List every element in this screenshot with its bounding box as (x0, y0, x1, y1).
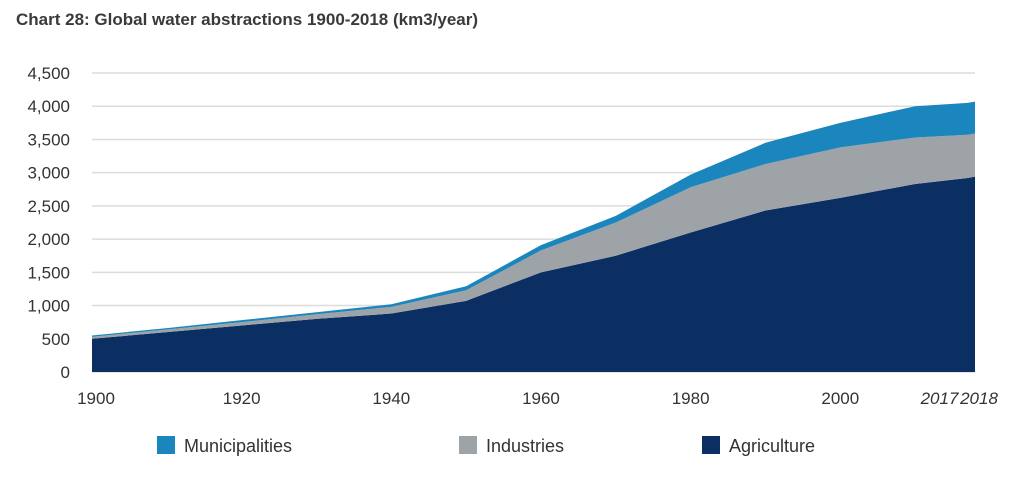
legend-swatch-agriculture (702, 436, 720, 454)
area-industries (92, 133, 975, 339)
area-municipalities (92, 101, 975, 337)
legend-label-agriculture: Agriculture (729, 436, 815, 456)
y-tick-label: 2,500 (27, 197, 70, 216)
legend-label-municipalities: Municipalities (184, 436, 292, 456)
x-tick-label: 1980 (672, 389, 710, 408)
x-tick-label: 2000 (821, 389, 859, 408)
y-tick-label: 4,000 (27, 97, 70, 116)
y-tick-label: 0 (61, 363, 70, 382)
chart-title: Chart 28: Global water abstractions 1900… (16, 10, 479, 29)
legend-swatch-municipalities (157, 436, 175, 454)
y-tick-label: 2,000 (27, 230, 70, 249)
legend-label-industries: Industries (486, 436, 564, 456)
legend-swatch-industries (459, 436, 477, 454)
y-tick-label: 3,500 (27, 130, 70, 149)
area-series (92, 101, 975, 372)
y-tick-label: 500 (42, 330, 70, 349)
area-agriculture (92, 176, 975, 372)
y-tick-label: 4,500 (27, 64, 70, 83)
x-axis-ticks: 1900 1920 1940 1960 1980 2000 2017 2018 (77, 389, 998, 408)
x-tick-label: 1900 (77, 389, 115, 408)
x-tick-label: 1920 (223, 389, 261, 408)
y-tick-label: 1,000 (27, 297, 70, 316)
x-tick-label: 2018 (959, 389, 998, 408)
legend: Municipalities Industries Agriculture (157, 436, 815, 456)
y-tick-label: 1,500 (27, 263, 70, 282)
x-tick-label: 1940 (372, 389, 410, 408)
x-tick-label: 1960 (522, 389, 560, 408)
x-tick-label: 2017 (920, 389, 959, 408)
y-tick-label: 3,000 (27, 164, 70, 183)
y-axis-ticks: 0 500 1,000 1,500 2,000 2,500 3,000 3,500 4,000 4… (27, 64, 70, 382)
